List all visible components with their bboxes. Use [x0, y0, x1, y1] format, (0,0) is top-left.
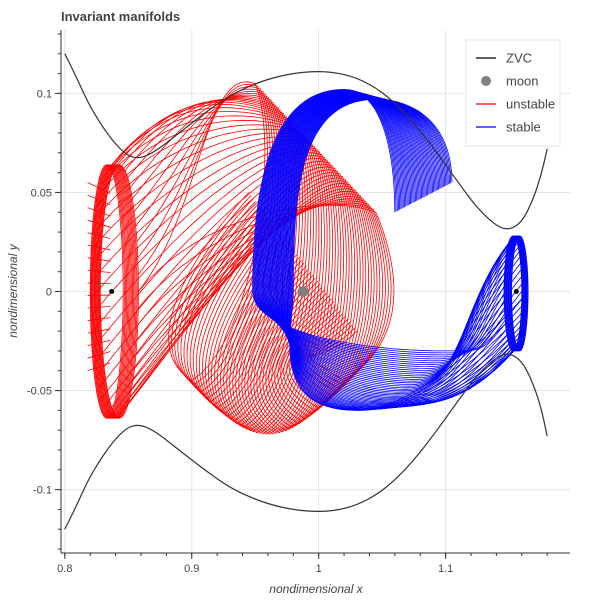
plot-area	[64, 53, 548, 530]
unstable-branch	[96, 124, 314, 432]
legend-label: stable	[506, 120, 541, 135]
unstable-branch	[113, 177, 361, 420]
unstable-branch	[89, 142, 328, 435]
stable-lyapunov-orbit	[505, 235, 524, 352]
unstable-lyapunov-orbit	[93, 164, 130, 419]
x-tick-label: 0.9	[184, 563, 199, 575]
unstable-lyapunov-orbit	[94, 164, 131, 419]
unstable-lyapunov-orbit	[96, 164, 135, 419]
unstable-lyapunov-orbit	[91, 164, 126, 419]
unstable-lyapunov-orbit	[98, 164, 137, 419]
zvc-lower-curve	[64, 353, 548, 530]
unstable-lyapunov-orbit	[95, 164, 134, 419]
axes: 0.8 0.9 1 1.1 0.1 0.05 0 -0.05 -0.1	[27, 30, 570, 575]
chart-title: Invariant manifolds	[61, 9, 180, 24]
stable-lyapunov-orbit	[507, 235, 526, 352]
unstable-lyapunov-orbit	[95, 164, 132, 419]
unstable-lyapunov-orbit	[92, 164, 128, 419]
unstable-lyapunov-orbit	[99, 164, 138, 419]
legend-label: unstable	[506, 97, 555, 112]
unstable-branch	[100, 166, 350, 429]
unstable-branch	[103, 169, 353, 427]
y-axis-label: nondimensional y	[6, 243, 20, 337]
stable-lyapunov-orbit	[504, 235, 524, 352]
unstable-branch	[96, 160, 345, 432]
y-tick-label: 0	[46, 287, 52, 299]
legend-swatch-circle	[481, 76, 491, 86]
x-tick-label: 1.1	[438, 563, 453, 575]
stable-lyapunov-orbit	[506, 235, 525, 352]
legend: ZVC moon unstable stable	[465, 39, 561, 147]
unstable-lyapunov-orbit	[89, 164, 124, 419]
unstable-branch	[109, 174, 358, 422]
unstable-branch	[106, 171, 356, 425]
unstable-branch	[116, 180, 364, 418]
moon-marker	[297, 286, 309, 297]
stable-lyapunov-orbit	[503, 235, 523, 352]
unstable-branch	[92, 132, 320, 434]
stable-lyapunov-orbit	[510, 235, 528, 352]
y-tick-label: -0.05	[27, 386, 52, 398]
unstable-branch	[100, 115, 309, 429]
unstable-branch	[94, 128, 317, 433]
unstable-branch	[89, 146, 331, 435]
stable-lyapunov-orbit	[508, 235, 527, 352]
unstable-branch	[109, 103, 301, 423]
unstable-branch	[119, 182, 367, 416]
y-tick-label: 0.05	[31, 187, 52, 199]
stable-lyapunov-orbit	[507, 235, 526, 352]
zvc-upper-curve	[64, 53, 548, 230]
unstable-branch	[91, 152, 336, 434]
x-tick-label: 0.8	[57, 563, 72, 575]
x-axis-label: nondimensional x	[269, 582, 363, 596]
legend-label: moon	[506, 74, 539, 89]
unstable-branch	[92, 155, 339, 434]
unstable-branch	[90, 139, 325, 435]
unstable-branch	[94, 157, 342, 433]
unstable-lyapunov-orbit	[97, 164, 136, 419]
libration-point-marker	[513, 289, 519, 294]
unstable-branch	[91, 136, 322, 434]
unstable-lyapunov-orbit	[99, 164, 139, 419]
manifold-group	[64, 53, 548, 530]
stable-branch	[289, 98, 529, 411]
stable-lyapunov-orbit	[509, 235, 528, 352]
unstable-branch	[106, 107, 304, 425]
legend-label: ZVC	[506, 51, 532, 66]
x-tick-label: 1	[316, 563, 322, 575]
unstable-branch	[98, 163, 347, 430]
stable-lyapunov-orbit	[511, 235, 529, 352]
stable-lyapunov-orbit	[509, 235, 527, 352]
unstable-lyapunov-orbit	[92, 164, 129, 419]
stable-lyapunov-orbit	[504, 235, 523, 352]
unstable-lyapunov-orbit	[90, 164, 125, 419]
libration-point-marker	[109, 289, 115, 294]
y-tick-label: -0.1	[33, 485, 52, 497]
y-tick-label: 0.1	[37, 88, 52, 100]
